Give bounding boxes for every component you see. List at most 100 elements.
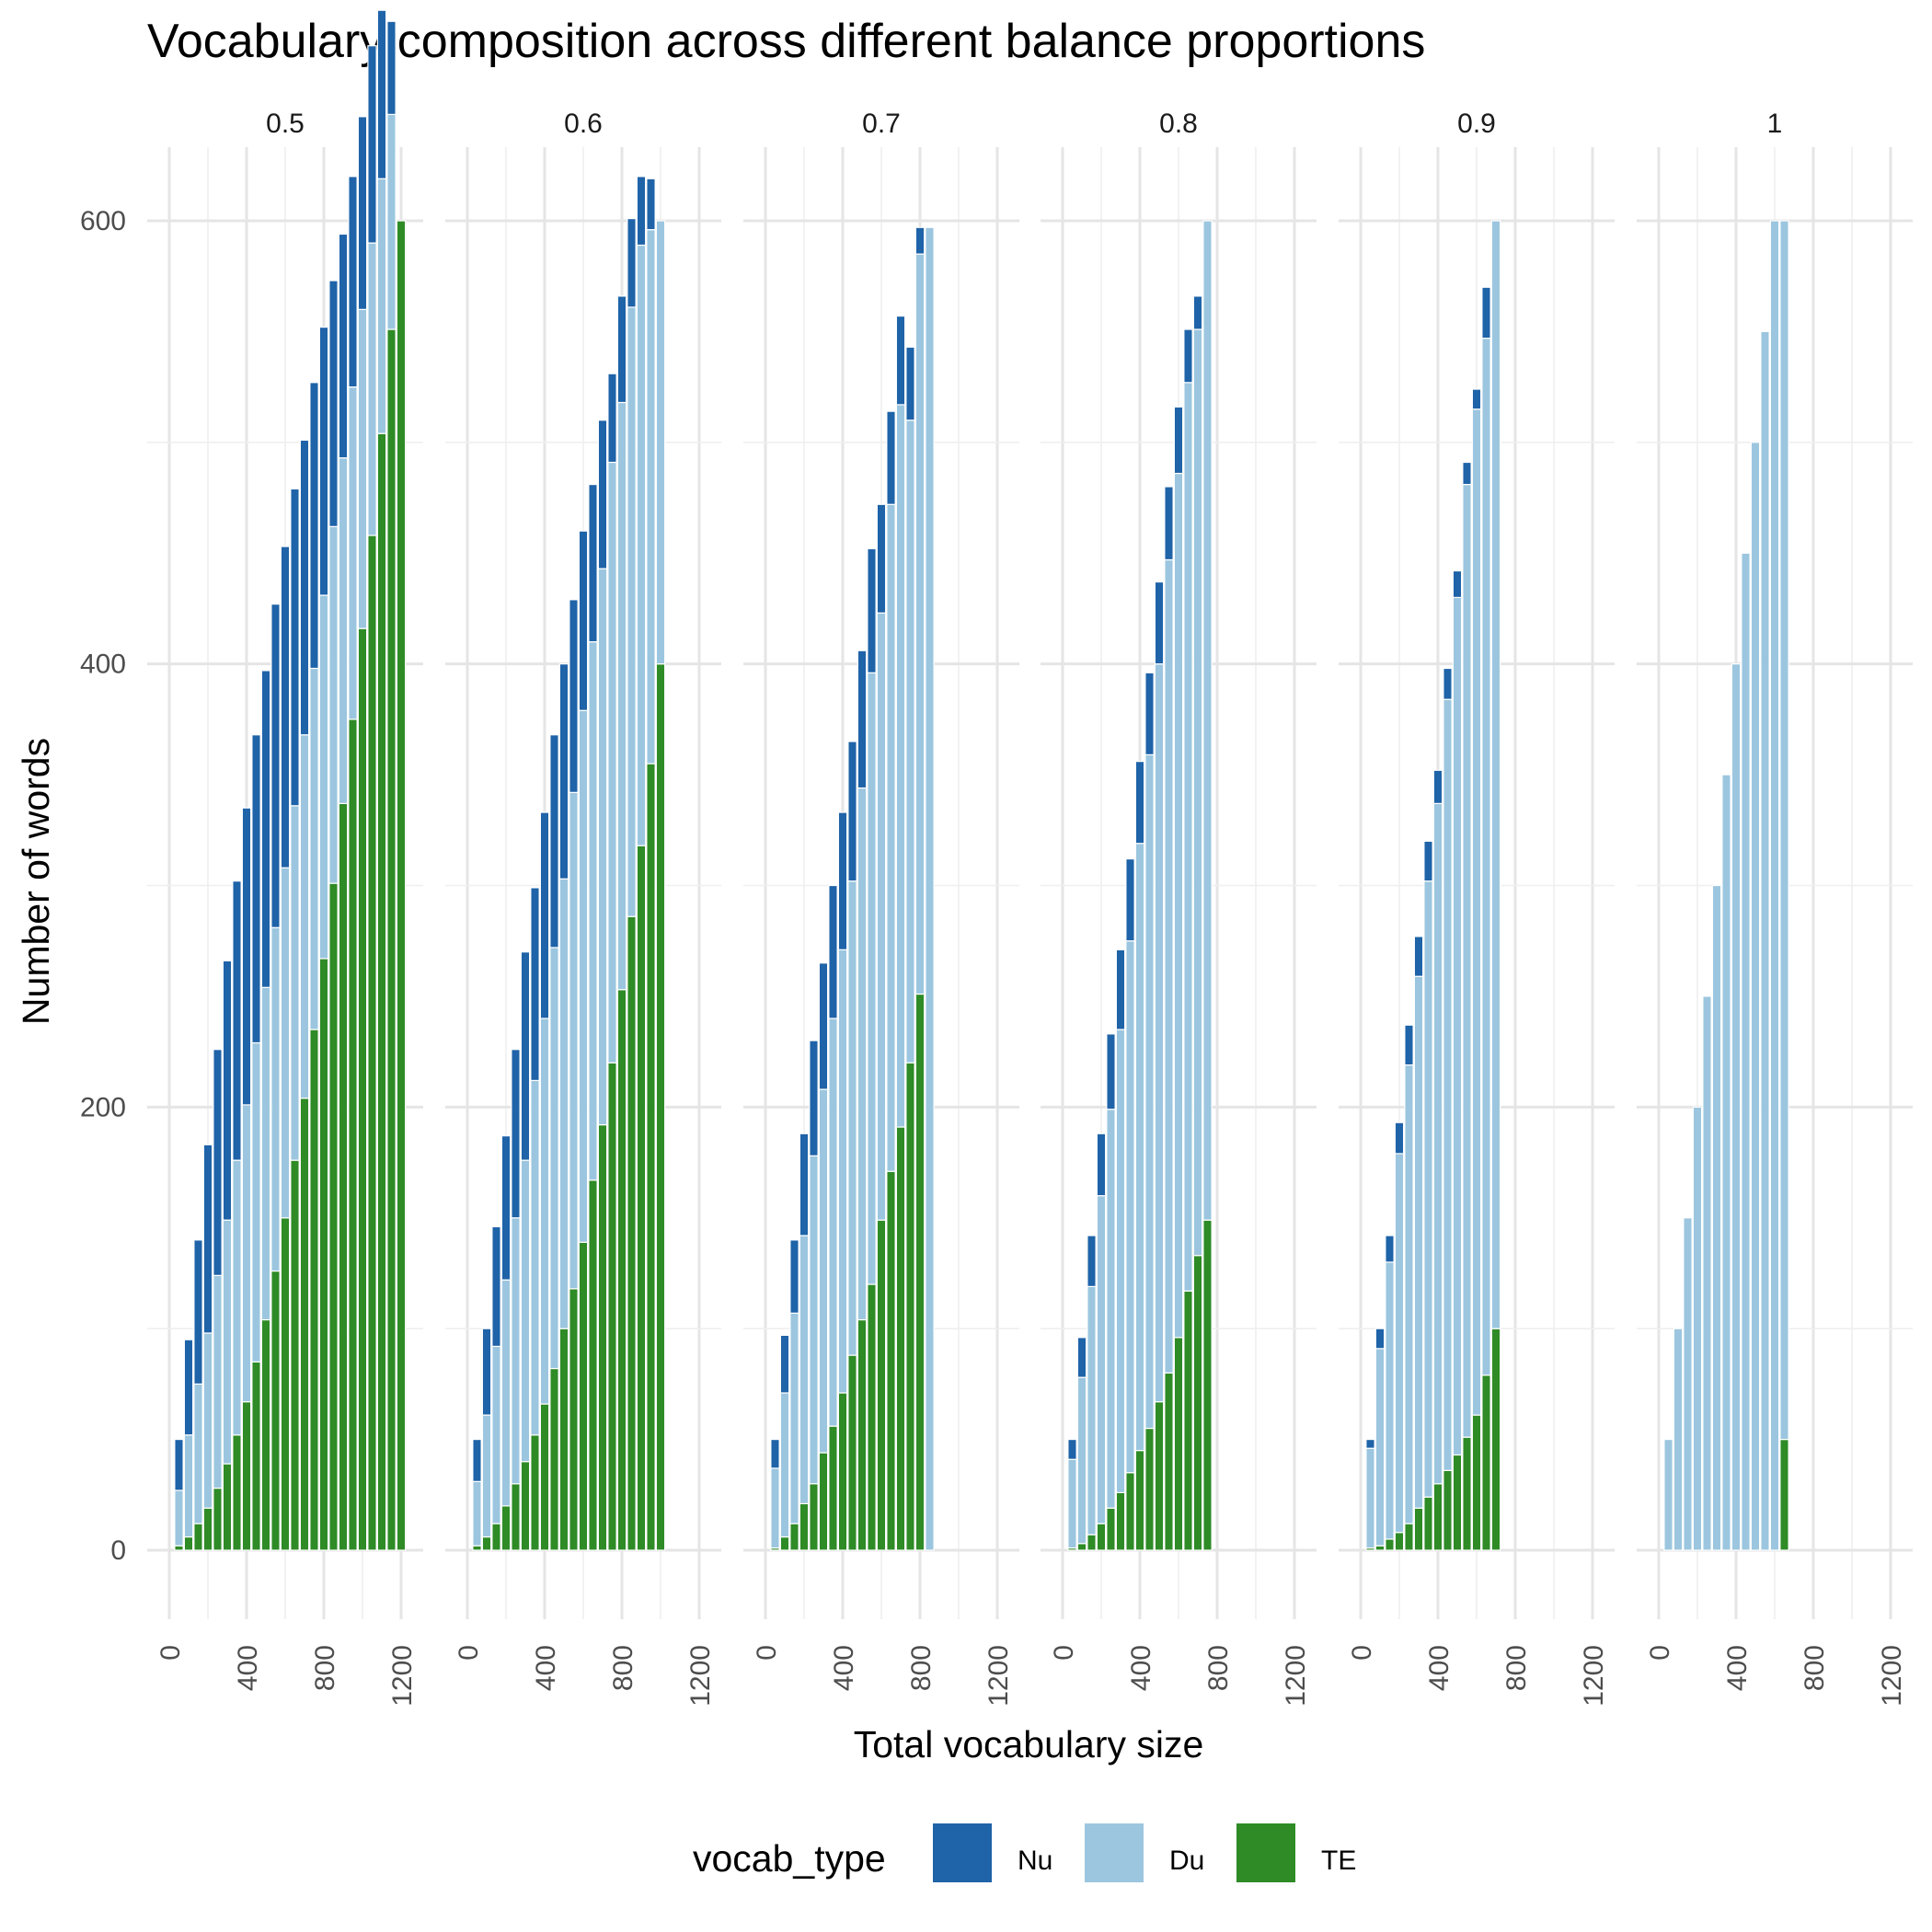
bar-Nu [232,880,242,1161]
bar-Nu [1096,1133,1107,1197]
bar-Nu [318,327,329,596]
bar-TE [539,1403,550,1551]
bar-TE [338,802,349,1551]
bar-Du [1731,663,1742,1551]
bar-Du [1481,338,1491,1376]
bar-Nu [1144,672,1155,756]
bar-TE [260,1318,271,1551]
x-tick-label: 1200 [983,1645,1014,1707]
bar-Nu [588,483,598,643]
bar-Du [1760,330,1770,1551]
bar-TE [1423,1496,1433,1551]
bar-Du [318,594,329,960]
x-tick-label: 1200 [387,1645,418,1707]
bar-Du [222,1219,233,1465]
y-tick-label: 200 [80,1092,126,1122]
bar-Nu [213,1049,223,1276]
bar-TE [1154,1401,1165,1551]
bar-TE [779,1535,790,1551]
bar-Nu [280,546,291,868]
bar-Du [1134,843,1145,1452]
bar-Du [1115,1029,1126,1493]
bar-TE [357,627,368,1551]
bar-Nu [1385,1235,1395,1263]
bar-TE [847,1354,857,1551]
bar-TE [1452,1454,1463,1551]
bar-Du [386,113,397,330]
bar-TE [241,1401,252,1551]
bar-Du [241,1104,252,1403]
bar-Du [280,867,291,1219]
bar-TE [290,1159,300,1551]
facet-label: 0.8 [1159,109,1198,139]
bar-Du [1173,472,1184,1339]
bar-Du [799,1235,810,1505]
facet-panels: 0.5 0 400 800 1200 0.6 0 400 800 1200 0.7 0 400 800 12… [147,9,1913,1707]
bar-Nu [222,960,233,1221]
bar-Du [299,734,310,1099]
bar-TE [1374,1545,1386,1551]
bar-TE [1394,1532,1405,1551]
bar-Du [1663,1438,1673,1551]
facet-label: 0.6 [564,109,603,139]
bar-Nu [290,488,300,807]
bar-Du [1683,1217,1693,1551]
bar-TE [396,220,407,1551]
x-tick-label: 400 [531,1645,561,1691]
bar-Du [549,947,559,1370]
bar-TE [386,328,397,1551]
bar-Nu [1154,581,1165,665]
bar-Du [1741,552,1751,1551]
bar-TE [1125,1472,1135,1551]
bar-Nu [1462,461,1472,486]
facet-panel-0.6: 0.6 0 400 800 1200 [445,109,721,1707]
bar-Du [857,787,868,1321]
bar-Nu [491,1225,501,1348]
bar-Nu [472,1438,482,1482]
legend-title: vocab_type [693,1837,886,1880]
bar-TE [1164,1372,1174,1551]
facet-panel-0.5: 0.5 0 400 800 1200 [147,9,423,1707]
bar-Du [1404,1064,1414,1524]
facet-label: 0.9 [1457,109,1496,139]
bar-Du [1087,1285,1097,1535]
bar-TE [876,1219,887,1551]
bar-Nu [309,382,319,670]
x-tick-label: 400 [233,1645,263,1691]
bar-TE [1443,1469,1453,1551]
bar-TE [1076,1543,1087,1551]
x-tick-label: 0 [1049,1645,1079,1661]
bar-Nu [847,741,857,882]
bar-Du [1183,382,1193,1292]
x-tick-label: 0 [752,1645,782,1661]
bar-Nu [1443,667,1453,700]
bar-TE [1192,1255,1203,1551]
bar-Du [213,1274,223,1489]
bar-Nu [174,1438,184,1491]
bar-Nu [549,734,559,949]
bar-Nu [1365,1438,1375,1449]
bar-Du [511,1217,521,1485]
bar-Du [789,1312,799,1524]
bar-Nu [837,811,848,950]
bar-TE [309,1029,319,1551]
bar-Du [472,1480,482,1547]
bar-Du [1076,1376,1087,1545]
y-tick-label: 0 [110,1535,126,1566]
bar-Du [558,878,569,1329]
bar-Du [539,1018,550,1405]
bar-TE [588,1179,598,1551]
bar-Nu [636,176,647,247]
bar-TE [1385,1538,1395,1551]
y-axis: 0 200 400 600 [80,206,126,1566]
bar-Nu [1173,406,1184,475]
bar-Du [1192,328,1203,1257]
bar-TE [193,1523,203,1551]
bar-Du [1692,1106,1703,1551]
bar-Du [183,1434,194,1538]
bar-Nu [857,650,868,789]
bar-TE [895,1126,906,1551]
bar-Du [328,525,339,884]
bar-TE [886,1170,896,1551]
x-tick-label: 800 [906,1645,937,1691]
